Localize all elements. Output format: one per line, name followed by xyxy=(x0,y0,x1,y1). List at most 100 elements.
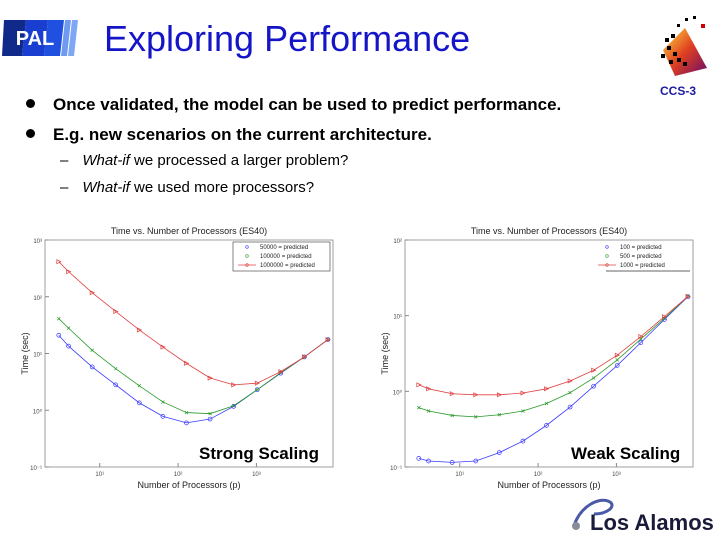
y-axis-label: Time (sec) xyxy=(20,332,30,374)
data-point xyxy=(56,332,62,338)
data-point xyxy=(417,405,421,410)
legend-entry: 1000 = predicted xyxy=(620,263,665,269)
data-point xyxy=(449,391,455,397)
strong-scaling-label: Strong Scaling xyxy=(199,444,319,463)
data-point xyxy=(544,386,550,392)
data-point xyxy=(89,364,95,370)
data-point xyxy=(591,376,596,380)
svg-text:Los Alamos: Los Alamos xyxy=(590,510,714,535)
legend-marker xyxy=(605,263,609,267)
plot-frame xyxy=(44,239,334,468)
data-point xyxy=(614,363,620,368)
bullet-dot-icon xyxy=(26,99,35,108)
series-line xyxy=(418,296,689,418)
data-point xyxy=(568,390,572,395)
data-point xyxy=(662,314,668,320)
bullet-1: Once validated, the model can be used to… xyxy=(26,95,561,115)
data-point xyxy=(638,333,644,340)
data-point xyxy=(57,316,61,321)
data-point xyxy=(231,382,237,388)
ccs3-logo xyxy=(655,10,711,80)
data-point xyxy=(416,456,422,461)
data-point xyxy=(473,415,478,419)
data-point xyxy=(113,308,119,315)
y-tick-label: 10² xyxy=(393,239,402,245)
data-point xyxy=(231,404,236,408)
data-point xyxy=(416,382,422,388)
data-point xyxy=(450,413,454,418)
series-line xyxy=(58,261,329,386)
data-point xyxy=(685,293,691,299)
y-axis-label: Time (sec) xyxy=(380,332,390,374)
data-point xyxy=(496,392,503,398)
legend: 100 = predicted 500 = predicted 1000 = pre… xyxy=(598,245,690,272)
slide-title: Exploring Performance xyxy=(104,18,471,59)
legend-marker xyxy=(605,254,609,258)
weak-scaling-label: Weak Scaling xyxy=(571,444,681,463)
x-tick-label: 10¹ xyxy=(455,472,464,478)
data-point xyxy=(137,384,142,388)
legend-marker xyxy=(245,254,249,258)
data-point xyxy=(160,414,166,419)
data-point xyxy=(544,423,549,428)
x-tick-label: 10² xyxy=(534,472,543,478)
legend-marker xyxy=(605,245,609,249)
y-tick-label: 10¹ xyxy=(33,353,42,359)
legend-marker xyxy=(245,263,249,267)
data-point xyxy=(473,392,479,398)
sub-bullet-1: – What-if we processed a larger problem? xyxy=(60,152,349,169)
data-point xyxy=(520,438,526,444)
chart-title: Time vs. Number of Processors (ES40) xyxy=(111,226,267,236)
data-point xyxy=(278,369,284,375)
data-point xyxy=(496,450,502,455)
data-point xyxy=(302,354,308,360)
bullet-dot-icon xyxy=(26,129,35,138)
data-point xyxy=(161,400,165,404)
data-point xyxy=(207,375,213,381)
data-point xyxy=(66,269,72,275)
x-tick-label: 10² xyxy=(174,472,183,478)
legend-entry: 50000 = predicted xyxy=(260,245,308,251)
data-point xyxy=(66,326,71,330)
data-point xyxy=(184,420,189,426)
data-point xyxy=(207,416,213,422)
bullet-2: E.g. new scenarios on the current archit… xyxy=(26,125,432,145)
data-point xyxy=(426,386,432,392)
data-point xyxy=(136,400,142,406)
series-line xyxy=(418,296,689,396)
data-point xyxy=(544,401,549,406)
data-point xyxy=(136,327,143,333)
x-axis-label: Number of Processors (p) xyxy=(497,480,600,490)
data-point xyxy=(66,343,71,349)
x-tick-label: 10³ xyxy=(612,472,621,478)
data-point xyxy=(255,387,259,392)
y-tick-label: 10⁻¹ xyxy=(30,466,42,472)
legend-entry: 1000000 = predicted xyxy=(260,263,315,269)
data-point xyxy=(325,337,331,343)
data-point xyxy=(591,367,597,373)
data-point xyxy=(113,382,119,388)
legend-entry: 100000 = predicted xyxy=(260,254,312,260)
y-tick-label: 10⁰ xyxy=(393,389,403,396)
series-line xyxy=(58,334,329,424)
data-point xyxy=(614,352,621,358)
data-point xyxy=(615,358,619,362)
data-point xyxy=(254,387,260,393)
data-point xyxy=(520,390,526,396)
y-tick-label: 10² xyxy=(33,296,42,302)
sub-bullet-2: – What-if we used more processors? xyxy=(60,179,315,196)
data-point xyxy=(254,380,261,386)
data-point xyxy=(56,259,62,265)
data-point xyxy=(208,411,212,416)
data-point xyxy=(426,458,431,464)
y-tick-label: 10¹ xyxy=(393,315,402,321)
legend: 50000 = predicted 100000 = predicted 10000… xyxy=(232,241,331,272)
legend-entry: 500 = predicted xyxy=(620,254,662,260)
plot-frame xyxy=(404,239,694,468)
data-point xyxy=(426,409,431,413)
data-point xyxy=(184,360,190,366)
weak-scaling-chart: Time vs. Number of Processors (ES40) 10⁻¹… xyxy=(380,226,694,490)
x-tick-label: 10³ xyxy=(252,472,261,478)
data-point xyxy=(89,290,95,296)
los-alamos-logo: Los Alamos xyxy=(570,496,715,536)
